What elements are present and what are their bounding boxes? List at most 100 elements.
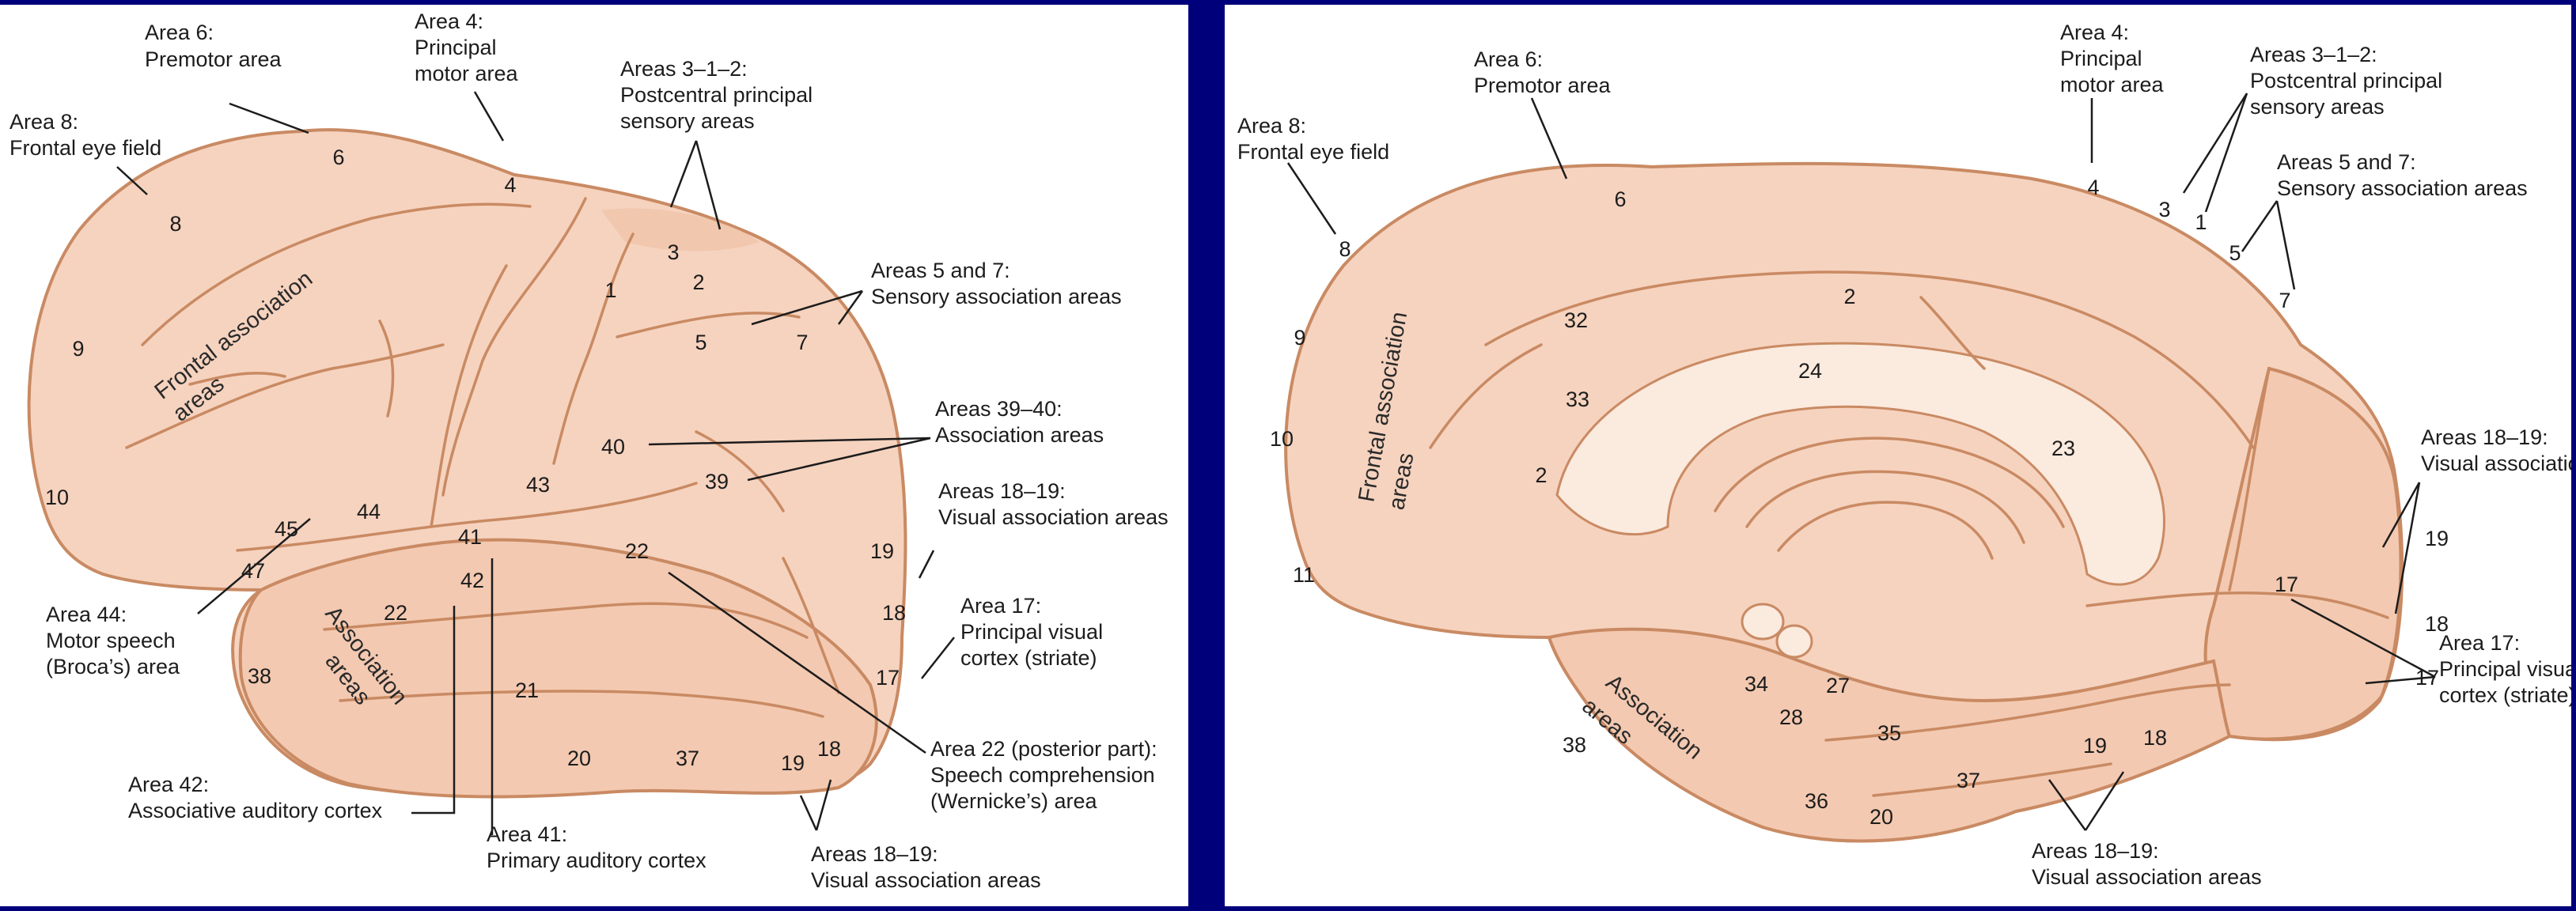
area-number: 18 (817, 737, 841, 761)
area-number: 37 (1957, 769, 1980, 792)
superior-frontal-sulcus (141, 202, 532, 346)
medial-view-panel: Area 4: Principal motor area Area 6: Pre… (1225, 5, 2571, 906)
fornix-inner (1745, 470, 2025, 544)
area22-line2: (Wernicke’s) area (930, 789, 1098, 813)
area8-title: Area 8: (9, 110, 78, 134)
area6-name: Premotor area (145, 47, 282, 71)
area1819b-name: Visual association areas (2032, 865, 2262, 889)
area1819-title: Areas 18–19: (2421, 425, 2548, 449)
area-number: 6 (332, 146, 344, 169)
area22-title: Area 22 (posterior part): (930, 737, 1157, 761)
area-number: 19 (2425, 527, 2449, 550)
cingulate-sulcus (1484, 270, 2255, 449)
area-number: 28 (1779, 705, 1803, 729)
central-sulcus (441, 197, 587, 497)
area1819-title: Areas 18–19: (938, 479, 1066, 503)
frontal-fold-2 (378, 319, 395, 418)
area1819b-title: Areas 18–19: (811, 842, 938, 866)
temporal-lobe (238, 538, 878, 799)
area-number: 19 (2083, 734, 2107, 758)
medial-area-numbers: 6 4 3 1 5 7 8 2 32 9 24 33 10 2 23 19 11… (1270, 176, 2449, 829)
inferior-temporal-sulcus (339, 690, 824, 718)
area-number: 19 (781, 751, 805, 775)
area-number: 39 (705, 470, 729, 493)
area-number: 2 (1843, 285, 1855, 308)
area17-line1: Principal visual (960, 620, 1103, 644)
fornix (1714, 437, 2065, 528)
area1819b-name: Visual association areas (811, 868, 1041, 892)
area6-name: Premotor area (1474, 74, 1612, 97)
intraparietal-sulcus (616, 312, 801, 338)
leader-lines (116, 91, 955, 835)
area-number: 35 (1877, 721, 1901, 745)
area8-name: Frontal eye field (1237, 140, 1389, 164)
area-number: 18 (2143, 726, 2167, 750)
area-number: 33 (1566, 387, 1589, 411)
area-number: 4 (504, 173, 516, 197)
area-number: 10 (1270, 427, 1294, 451)
area-number: 11 (1293, 563, 1315, 587)
area17-line2: cortex (striate) (2439, 683, 2571, 707)
area57-title: Areas 5 and 7: (871, 259, 1010, 282)
area4-title: Area 4: (415, 9, 483, 33)
area-number: 23 (2051, 437, 2075, 460)
parieto-occipital-sulcus (2228, 367, 2271, 592)
area-number: 5 (695, 331, 707, 354)
area-number: 40 (601, 435, 625, 459)
lateral-area-numbers: 6 4 8 3 1 2 5 7 9 40 39 43 10 44 45 41 4… (45, 146, 906, 775)
leader-lines (1286, 93, 2436, 831)
area44-line1: Motor speech (46, 629, 176, 652)
area41-name: Primary auditory cortex (487, 849, 707, 872)
area312-line2: sensory areas (2250, 95, 2385, 119)
fornix-inner-2 (1777, 501, 1994, 560)
area57-name: Sensory association areas (871, 285, 1122, 308)
area312-line2: sensory areas (620, 109, 755, 133)
area1819-name: Visual association areas (2421, 452, 2571, 475)
area57-name: Sensory association areas (2277, 176, 2528, 200)
area-number: 7 (2279, 289, 2290, 312)
area6-title: Area 6: (1474, 47, 1543, 71)
area-number: 17 (876, 666, 900, 690)
occipital-lobe (2203, 366, 2403, 741)
area-number: 9 (72, 337, 84, 361)
area4-line1: Principal (2060, 47, 2142, 70)
area8-title: Area 8: (1237, 114, 1306, 138)
area-number: 37 (676, 747, 699, 770)
area312-line1: Postcentral principal (620, 83, 813, 107)
lateral-brain-diagram: Area 6: Premotor area Area 4: Principal … (9, 9, 1169, 892)
frontal-fold-1 (188, 372, 286, 386)
area-number: 4 (2087, 176, 2099, 199)
area-number: 20 (1869, 805, 1893, 829)
area-number: 22 (625, 539, 649, 563)
area-number: 32 (1564, 308, 1588, 332)
area57-title: Areas 5 and 7: (2277, 150, 2416, 174)
area44-title: Area 44: (46, 603, 127, 626)
area-number: 8 (169, 212, 181, 236)
sensory-strip-shade (601, 208, 760, 251)
area-number: 2 (1535, 463, 1547, 487)
area17-line2: cortex (striate) (960, 646, 1097, 670)
precentral-sulcus (430, 264, 508, 528)
parietal-fold (695, 430, 785, 512)
area-number: 3 (667, 240, 679, 264)
area-number: 42 (460, 569, 484, 592)
area4-line2: motor area (2060, 73, 2165, 96)
area-number: 21 (515, 679, 539, 702)
occipital-fold (782, 557, 840, 694)
area-number: 45 (275, 517, 298, 541)
area312-title: Areas 3–1–2: (620, 57, 748, 81)
area3940-title: Areas 39–40: (935, 397, 1063, 421)
area1819b-title: Areas 18–19: (2032, 839, 2159, 863)
area-number: 22 (384, 601, 407, 625)
occipitotemporal-sulcus (1872, 762, 2112, 797)
area-number: 5 (2229, 241, 2241, 265)
area-number: 6 (1614, 187, 1626, 211)
collateral-sulcus (1824, 683, 2231, 742)
area42-title: Area 42: (128, 773, 209, 796)
area-number: 41 (458, 525, 482, 549)
frontal-fold (1429, 343, 1543, 449)
area17-line1: Principal visual (2439, 657, 2571, 681)
area-number: 24 (1798, 359, 1822, 383)
area-number: 18 (882, 601, 906, 625)
area-number: 1 (2195, 210, 2207, 234)
